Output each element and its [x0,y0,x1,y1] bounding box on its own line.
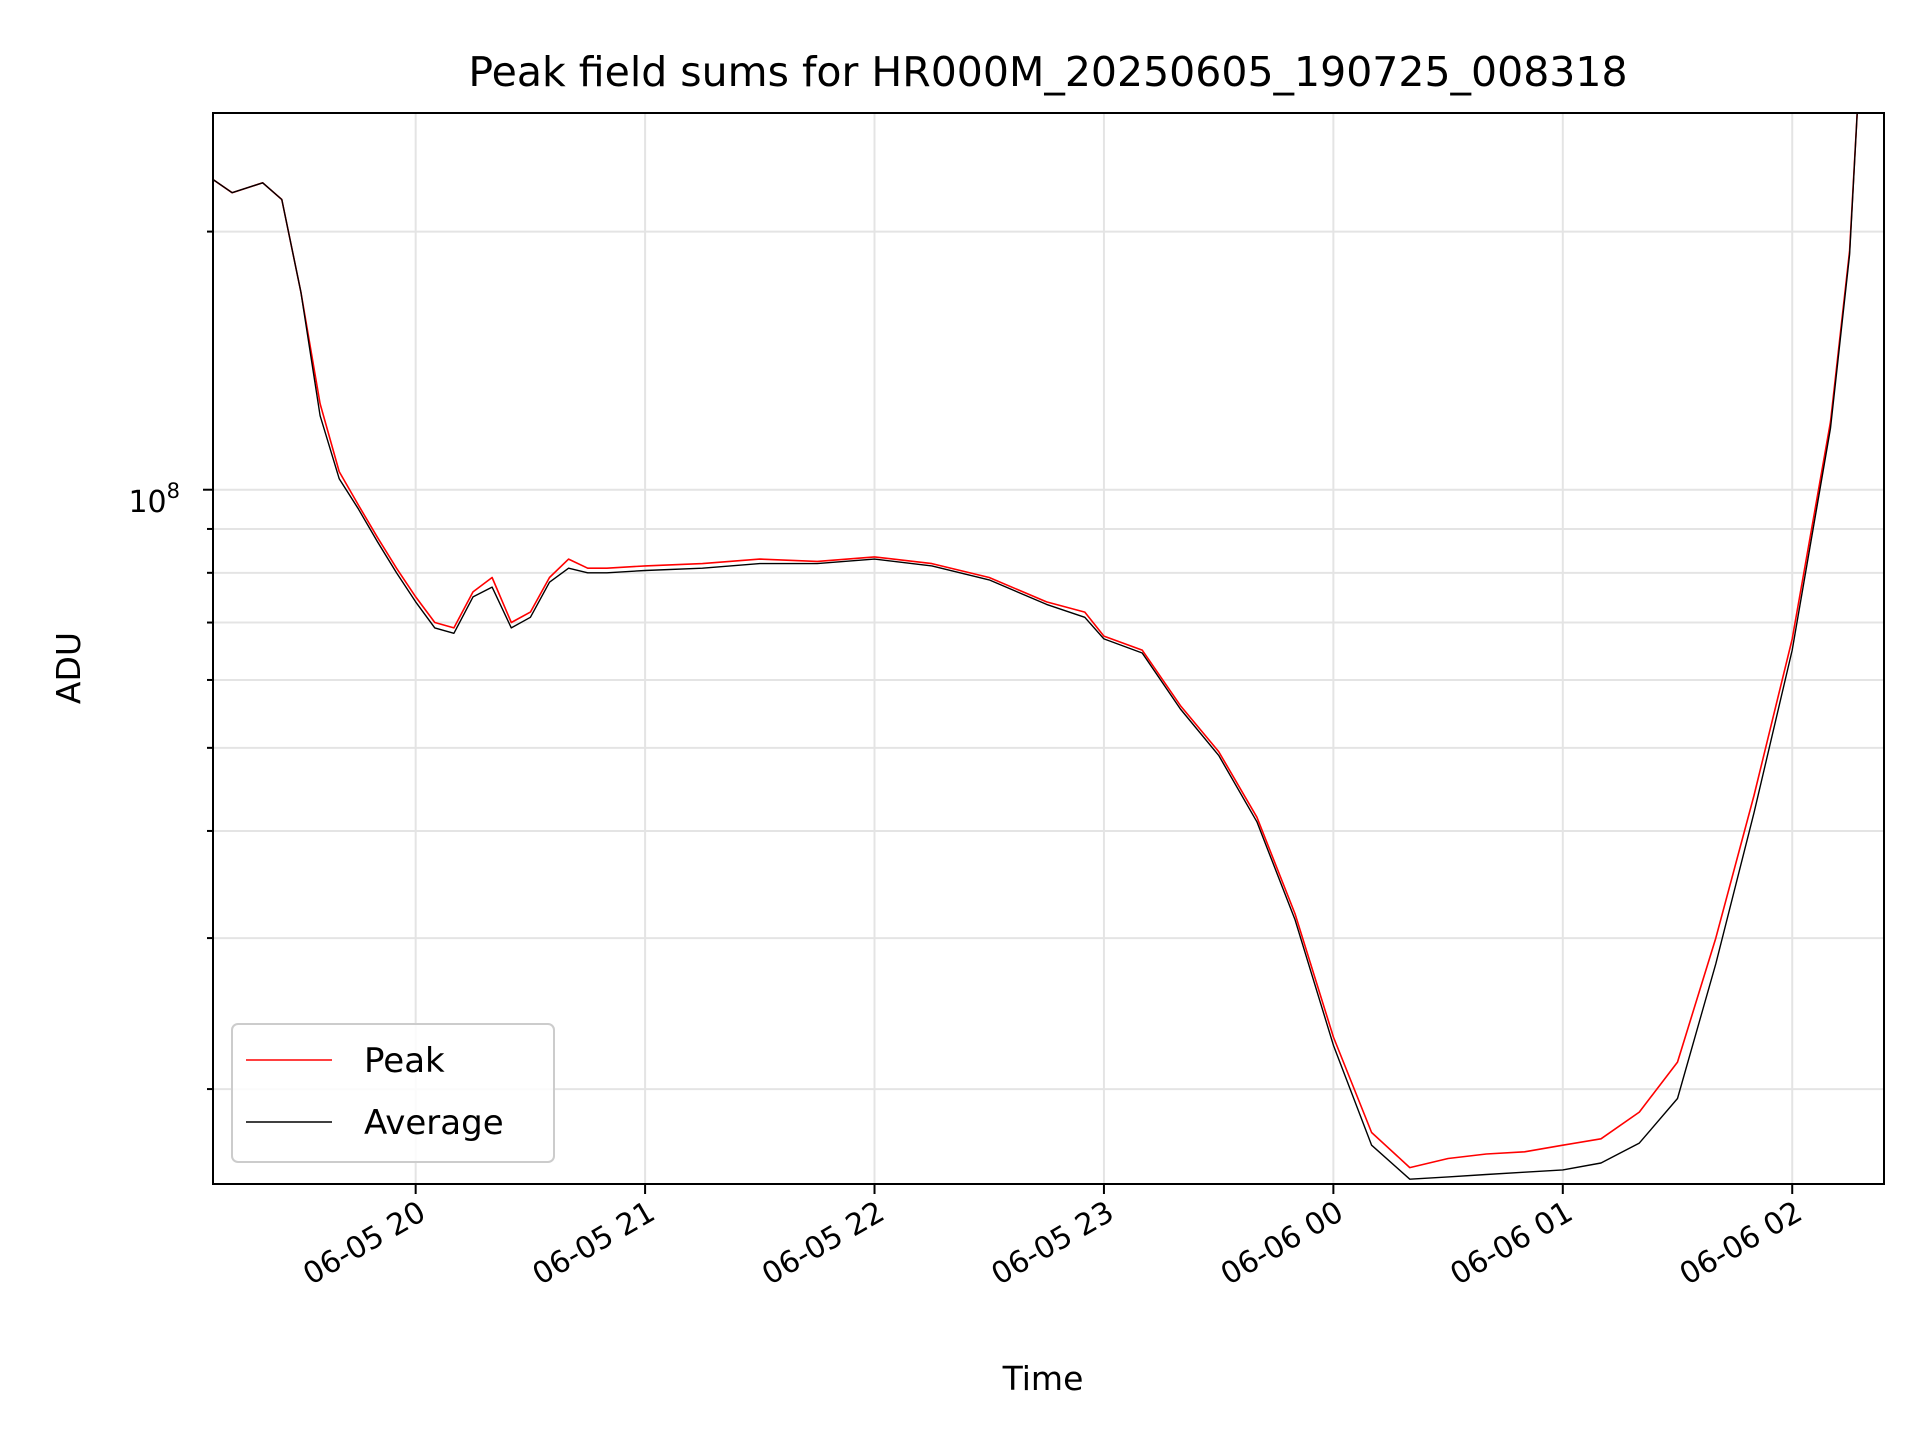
plot-area [213,113,1858,1180]
y-tick-label-1e8: 108 [128,479,180,520]
legend-label-peak: Peak [364,1041,445,1081]
y-axis-label: ADU [49,632,88,704]
chart-title: Peak field sums for HR000M_20250605_1907… [468,48,1627,96]
series-line-average [213,113,1858,1180]
grid [213,113,1884,1184]
y-tick-base: 10 [128,485,166,520]
legend: Peak Average [231,1023,555,1163]
legend-box [231,1023,555,1163]
y-axis-ticks [203,230,213,1091]
plot-frame [212,112,1885,1185]
series-layer [213,113,1858,1180]
y-tick-exponent: 8 [167,479,180,503]
legend-label-average: Average [364,1103,504,1143]
x-axis-label: Time [1002,1359,1084,1398]
series-line-peak [213,113,1858,1169]
